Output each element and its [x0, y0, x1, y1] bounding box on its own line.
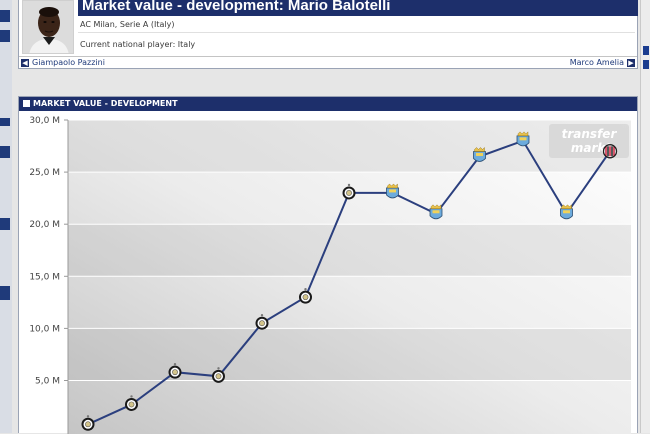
plot-bands	[68, 120, 631, 381]
data-point-mancity-icon	[473, 146, 486, 162]
market-value-panel: MARKET VALUE - DEVELOPMENT 5,0 M 10,0 M 15…	[18, 96, 638, 434]
square-bullet-icon	[23, 100, 30, 107]
transfermarkt-logo: transfer markt	[549, 124, 629, 158]
next-player-name: Marco Amelia	[569, 58, 624, 67]
right-strip-marker	[643, 60, 649, 69]
left-nav-block[interactable]	[0, 10, 10, 22]
data-point-inter-icon	[299, 287, 312, 304]
arrow-left-icon: ◀	[21, 58, 29, 67]
y-axis-ticks: 5,0 M 10,0 M 15,0 M 20,0 M 25,0 M 30,0 M	[29, 116, 68, 387]
divider	[78, 32, 635, 33]
club-league-text: AC Milan, Serie A (Italy)	[80, 20, 175, 29]
data-point-mancity-icon	[386, 183, 399, 199]
arrow-right-icon: ▶	[627, 58, 635, 67]
player-photo	[22, 0, 74, 54]
previous-player-link[interactable]: ◀ Giampaolo Pazzini	[21, 58, 105, 67]
panel-header: MARKET VALUE - DEVELOPMENT	[19, 97, 637, 111]
data-point-inter-icon	[125, 395, 138, 411]
data-point-milan-icon	[602, 144, 618, 159]
plot-band	[68, 120, 631, 173]
data-point-inter-icon	[212, 367, 225, 383]
y-tick-label: 5,0 M	[35, 377, 60, 387]
left-nav-block[interactable]	[0, 218, 10, 230]
y-tick-label: 20,0 M	[29, 220, 60, 230]
plot-band	[68, 224, 631, 277]
left-nav-block[interactable]	[0, 30, 10, 42]
left-nav-block[interactable]	[0, 118, 10, 126]
y-tick-label: 25,0 M	[29, 168, 60, 178]
data-point-inter-icon	[81, 415, 95, 431]
player-header: Market value - development: Mario Balote…	[18, 0, 638, 69]
data-point-inter-icon	[168, 362, 182, 379]
plot-band	[68, 328, 631, 381]
y-tick-label: 30,0 M	[29, 116, 60, 126]
y-tick-label: 10,0 M	[29, 324, 60, 334]
previous-player-name: Giampaolo Pazzini	[32, 58, 105, 67]
right-strip-marker	[643, 46, 649, 55]
logo-text-transfer: transfer	[562, 127, 618, 141]
national-player-text: Current national player: Italy	[80, 40, 196, 49]
y-tick-label: 15,0 M	[29, 272, 60, 282]
data-point-inter-icon	[342, 183, 356, 200]
next-player-link[interactable]: Marco Amelia ▶	[570, 58, 635, 67]
data-point-mancity-icon	[429, 204, 443, 220]
left-nav-block[interactable]	[0, 146, 10, 158]
left-navigation-strip	[0, 0, 12, 433]
data-point-mancity-icon	[516, 131, 530, 147]
logo-text-markt: markt	[571, 141, 613, 155]
player-navigation-bar: ◀ Giampaolo Pazzini Marco Amelia ▶	[19, 56, 637, 69]
right-scroll-strip	[640, 0, 650, 433]
grid-lines	[68, 119, 631, 381]
panel-title: MARKET VALUE - DEVELOPMENT	[33, 99, 178, 108]
left-nav-block[interactable]	[0, 286, 10, 300]
market-value-chart: 5,0 M 10,0 M 15,0 M 20,0 M 25,0 M 30,0 M tran…	[29, 116, 631, 434]
data-points	[81, 131, 618, 431]
page-title: Market value - development: Mario Balote…	[78, 0, 638, 16]
data-point-mancity-icon	[560, 204, 573, 220]
data-point-inter-icon	[255, 313, 269, 330]
